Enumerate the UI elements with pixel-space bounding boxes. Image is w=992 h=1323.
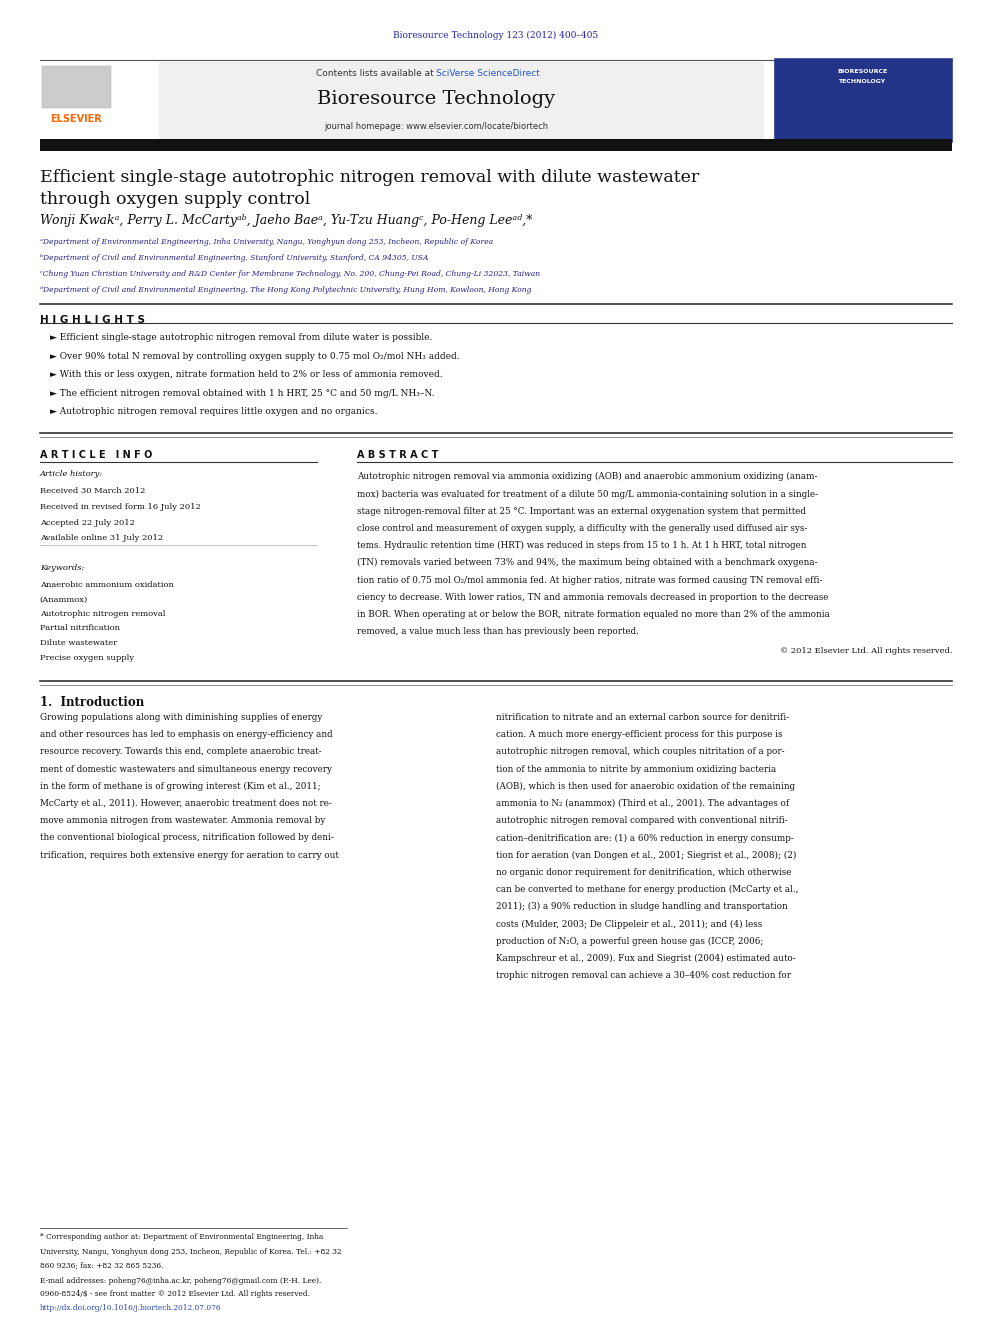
Text: http://dx.doi.org/10.1016/j.biortech.2012.07.076: http://dx.doi.org/10.1016/j.biortech.201…: [40, 1304, 221, 1312]
Text: ciency to decrease. With lower ratios, TN and ammonia removals decreased in prop: ciency to decrease. With lower ratios, T…: [357, 593, 828, 602]
Text: Contents lists available at: Contents lists available at: [315, 69, 436, 78]
Text: resource recovery. Towards this end, complete anaerobic treat-: resource recovery. Towards this end, com…: [40, 747, 321, 757]
Text: cation. A much more energy-efficient process for this purpose is: cation. A much more energy-efficient pro…: [496, 730, 783, 740]
Text: in the form of methane is of growing interest (Kim et al., 2011;: in the form of methane is of growing int…: [40, 782, 320, 791]
Text: (TN) removals varied between 73% and 94%, the maximum being obtained with a benc: (TN) removals varied between 73% and 94%…: [357, 558, 817, 568]
Text: Accepted 22 July 2012: Accepted 22 July 2012: [40, 519, 135, 527]
Text: ᵇDepartment of Civil and Environmental Engineering, Stanford University, Stanfor: ᵇDepartment of Civil and Environmental E…: [40, 254, 429, 262]
Text: ► Over 90% total N removal by controlling oxygen supply to 0.75 mol O₂/mol NH₃ a: ► Over 90% total N removal by controllin…: [50, 352, 459, 361]
Text: Partial nitrification: Partial nitrification: [40, 624, 120, 632]
Text: ELSEVIER: ELSEVIER: [51, 114, 102, 124]
Text: tion for aeration (van Dongen et al., 2001; Siegrist et al., 2008); (2): tion for aeration (van Dongen et al., 20…: [496, 851, 797, 860]
Text: 1.  Introduction: 1. Introduction: [40, 696, 144, 709]
Text: Available online 31 July 2012: Available online 31 July 2012: [40, 534, 163, 542]
Text: tems. Hydraulic retention time (HRT) was reduced in steps from 15 to 1 h. At 1 h: tems. Hydraulic retention time (HRT) was…: [357, 541, 806, 550]
Text: trification, requires both extensive energy for aeration to carry out: trification, requires both extensive ene…: [40, 851, 338, 860]
Text: * Corresponding author at: Department of Environmental Engineering, Inha: * Corresponding author at: Department of…: [40, 1233, 323, 1241]
Text: 2011); (3) a 90% reduction in sludge handling and transportation: 2011); (3) a 90% reduction in sludge han…: [496, 902, 788, 912]
Text: A B S T R A C T: A B S T R A C T: [357, 450, 438, 460]
Text: ► The efficient nitrogen removal obtained with 1 h HRT, 25 °C and 50 mg/L NH₃–N.: ► The efficient nitrogen removal obtaine…: [50, 389, 434, 398]
Text: TECHNOLOGY: TECHNOLOGY: [838, 79, 886, 85]
Text: ► With this or less oxygen, nitrate formation held to 2% or less of ammonia remo: ► With this or less oxygen, nitrate form…: [50, 370, 442, 380]
Text: Autotrophic nitrogen removal via ammonia oxidizing (AOB) and anaerobic ammonium : Autotrophic nitrogen removal via ammonia…: [357, 472, 817, 482]
Text: Dilute wastewater: Dilute wastewater: [40, 639, 117, 647]
Text: ᶜChung Yuan Christian University and R&D Center for Membrane Technology, No. 200: ᶜChung Yuan Christian University and R&D…: [40, 270, 540, 278]
Text: Keywords:: Keywords:: [40, 564, 84, 572]
Text: autotrophic nitrogen removal compared with conventional nitrifi-: autotrophic nitrogen removal compared wi…: [496, 816, 788, 826]
Text: ᵈDepartment of Civil and Environmental Engineering, The Hong Kong Polytechnic Un: ᵈDepartment of Civil and Environmental E…: [40, 286, 531, 294]
Text: removed, a value much less than has previously been reported.: removed, a value much less than has prev…: [357, 627, 639, 636]
Text: Article history:: Article history:: [40, 470, 103, 478]
Text: Kampschreur et al., 2009). Fux and Siegrist (2004) estimated auto-: Kampschreur et al., 2009). Fux and Siegr…: [496, 954, 796, 963]
Text: costs (Mulder, 2003; De Clippeleir et al., 2011); and (4) less: costs (Mulder, 2003; De Clippeleir et al…: [496, 919, 762, 929]
Text: the conventional biological process, nitrification followed by deni-: the conventional biological process, nit…: [40, 833, 333, 843]
Text: close control and measurement of oxygen supply, a difficulty with the generally : close control and measurement of oxygen …: [357, 524, 807, 533]
Text: Anaerobic ammonium oxidation: Anaerobic ammonium oxidation: [40, 581, 174, 589]
Text: in BOR. When operating at or below the BOR, nitrate formation equaled no more th: in BOR. When operating at or below the B…: [357, 610, 830, 619]
Text: University, Nangu, Yonghyun dong 253, Incheon, Republic of Korea. Tel.: +82 32: University, Nangu, Yonghyun dong 253, In…: [40, 1248, 341, 1256]
FancyBboxPatch shape: [40, 62, 764, 139]
Text: can be converted to methane for energy production (McCarty et al.,: can be converted to methane for energy p…: [496, 885, 799, 894]
Text: production of N₂O, a powerful green house gas (ICCP, 2006;: production of N₂O, a powerful green hous…: [496, 937, 764, 946]
FancyBboxPatch shape: [40, 62, 159, 139]
Text: nitrification to nitrate and an external carbon source for denitrifi-: nitrification to nitrate and an external…: [496, 713, 790, 722]
Text: Received 30 March 2012: Received 30 March 2012: [40, 487, 145, 495]
Text: and other resources has led to emphasis on energy-efficiency and: and other resources has led to emphasis …: [40, 730, 332, 740]
Text: autotrophic nitrogen removal, which couples nitritation of a por-: autotrophic nitrogen removal, which coup…: [496, 747, 785, 757]
Text: ammonia to N₂ (anammox) (Third et al., 2001). The advantages of: ammonia to N₂ (anammox) (Third et al., 2…: [496, 799, 789, 808]
Text: trophic nitrogen removal can achieve a 30–40% cost reduction for: trophic nitrogen removal can achieve a 3…: [496, 971, 791, 980]
FancyBboxPatch shape: [774, 58, 952, 142]
Text: tion ratio of 0.75 mol O₂/mol ammonia fed. At higher ratios, nitrate was formed : tion ratio of 0.75 mol O₂/mol ammonia fe…: [357, 576, 822, 585]
Text: BIORESOURCE: BIORESOURCE: [837, 69, 887, 74]
Text: no organic donor requirement for denitrification, which otherwise: no organic donor requirement for denitri…: [496, 868, 792, 877]
Text: ᵃDepartment of Environmental Engineering, Inha University, Nangu, Yonghyun dong : ᵃDepartment of Environmental Engineering…: [40, 238, 493, 246]
Text: E-mail addresses: poheng76@inha.ac.kr, poheng76@gmail.com (P.-H. Lee).: E-mail addresses: poheng76@inha.ac.kr, p…: [40, 1277, 321, 1285]
Text: mox) bacteria was evaluated for treatment of a dilute 50 mg/L ammonia-containing: mox) bacteria was evaluated for treatmen…: [357, 490, 818, 499]
Text: H I G H L I G H T S: H I G H L I G H T S: [40, 315, 145, 325]
Text: tion of the ammonia to nitrite by ammonium oxidizing bacteria: tion of the ammonia to nitrite by ammoni…: [496, 765, 777, 774]
Text: Received in revised form 16 July 2012: Received in revised form 16 July 2012: [40, 503, 200, 511]
Text: 860 9236; fax: +82 32 865 5236.: 860 9236; fax: +82 32 865 5236.: [40, 1262, 163, 1270]
Text: move ammonia nitrogen from wastewater. Ammonia removal by: move ammonia nitrogen from wastewater. A…: [40, 816, 325, 826]
FancyBboxPatch shape: [40, 139, 952, 151]
Text: ment of domestic wastewaters and simultaneous energy recovery: ment of domestic wastewaters and simulta…: [40, 765, 331, 774]
Text: © 2012 Elsevier Ltd. All rights reserved.: © 2012 Elsevier Ltd. All rights reserved…: [780, 647, 952, 655]
Text: Efficient single-stage autotrophic nitrogen removal with dilute wastewater: Efficient single-stage autotrophic nitro…: [40, 169, 699, 187]
Text: A R T I C L E   I N F O: A R T I C L E I N F O: [40, 450, 152, 460]
Text: Bioresource Technology: Bioresource Technology: [317, 90, 556, 108]
Text: SciVerse ScienceDirect: SciVerse ScienceDirect: [436, 69, 541, 78]
Text: 0960-8524/$ - see front matter © 2012 Elsevier Ltd. All rights reserved.: 0960-8524/$ - see front matter © 2012 El…: [40, 1290, 310, 1298]
Text: ► Autotrophic nitrogen removal requires little oxygen and no organics.: ► Autotrophic nitrogen removal requires …: [50, 407, 377, 417]
FancyBboxPatch shape: [42, 66, 111, 108]
Text: cation–denitrification are: (1) a 60% reduction in energy consump-: cation–denitrification are: (1) a 60% re…: [496, 833, 794, 843]
Text: ► Efficient single-stage autotrophic nitrogen removal from dilute water is possi: ► Efficient single-stage autotrophic nit…: [50, 333, 432, 343]
Text: Bioresource Technology 123 (2012) 400–405: Bioresource Technology 123 (2012) 400–40…: [394, 30, 598, 40]
Text: stage nitrogen-removal filter at 25 °C. Important was an external oxygenation sy: stage nitrogen-removal filter at 25 °C. …: [357, 507, 806, 516]
Text: journal homepage: www.elsevier.com/locate/biortech: journal homepage: www.elsevier.com/locat…: [324, 122, 549, 131]
Text: McCarty et al., 2011). However, anaerobic treatment does not re-: McCarty et al., 2011). However, anaerobi…: [40, 799, 331, 808]
Text: Precise oxygen supply: Precise oxygen supply: [40, 654, 134, 662]
Text: Growing populations along with diminishing supplies of energy: Growing populations along with diminishi…: [40, 713, 322, 722]
Text: (AOB), which is then used for anaerobic oxidation of the remaining: (AOB), which is then used for anaerobic …: [496, 782, 796, 791]
Text: Wonji Kwakᵃ, Perry L. McCartyᵃᵇ, Jaeho Baeᵃ, Yu-Tzu Huangᶜ, Po-Heng Leeᵃᵈ,*: Wonji Kwakᵃ, Perry L. McCartyᵃᵇ, Jaeho B…: [40, 214, 532, 228]
Text: (Anammox): (Anammox): [40, 595, 88, 603]
Text: Autotrophic nitrogen removal: Autotrophic nitrogen removal: [40, 610, 166, 618]
Text: through oxygen supply control: through oxygen supply control: [40, 191, 310, 208]
